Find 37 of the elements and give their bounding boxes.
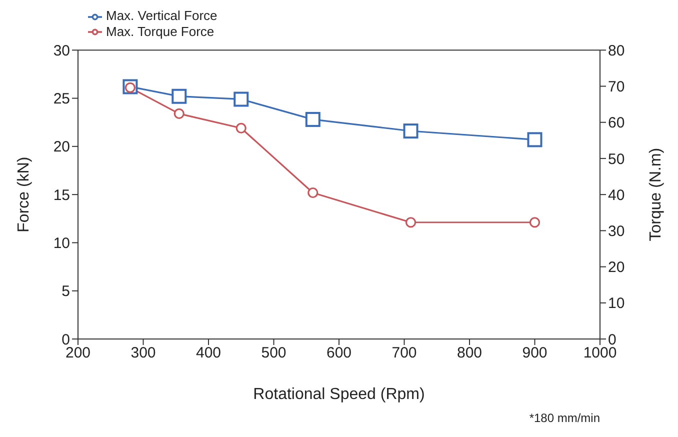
point bbox=[174, 108, 184, 119]
x-tick-label: 300 bbox=[130, 344, 156, 362]
x-tick-label: 700 bbox=[392, 344, 417, 362]
point bbox=[172, 88, 187, 104]
y-tick-label: 30 bbox=[53, 42, 70, 60]
legend-label: Max. Vertical Force bbox=[106, 8, 218, 23]
point bbox=[529, 217, 540, 228]
y2-tick-label: 20 bbox=[608, 259, 625, 276]
y2-axis-title: Torque (N.m) bbox=[648, 148, 665, 242]
point bbox=[308, 187, 318, 198]
point bbox=[305, 112, 320, 127]
y-axis-title: Force (kN) bbox=[16, 156, 33, 232]
legend-label: Max. Torque Force bbox=[106, 24, 214, 39]
x-tick-label: 900 bbox=[522, 344, 548, 362]
x-tick-label: 600 bbox=[326, 344, 352, 362]
point bbox=[403, 124, 418, 139]
point bbox=[527, 132, 542, 148]
y-tick-label: 20 bbox=[53, 138, 70, 156]
x-axis-title: Rotational Speed (Rpm) bbox=[253, 386, 425, 403]
y2-tick-label: 60 bbox=[608, 114, 625, 132]
y2-tick-label: 10 bbox=[608, 295, 625, 312]
x-tick-label: 400 bbox=[196, 344, 222, 362]
y-tick-label: 15 bbox=[53, 186, 70, 204]
point bbox=[234, 92, 249, 107]
y2-tick-label: 80 bbox=[608, 42, 625, 60]
point bbox=[236, 122, 246, 134]
y-tick-label: 10 bbox=[53, 235, 70, 252]
y2-tick-label: 30 bbox=[608, 222, 625, 240]
y2-tick-label: 40 bbox=[608, 186, 625, 204]
y-tick-label: 25 bbox=[53, 90, 70, 108]
y2-tick-label: 70 bbox=[608, 78, 625, 96]
text: *180 mm/min bbox=[529, 411, 600, 425]
y-tick-label: 5 bbox=[62, 283, 70, 300]
y2-tick-label: 50 bbox=[608, 150, 625, 168]
point bbox=[405, 217, 416, 228]
x-tick-label: 500 bbox=[261, 344, 286, 362]
x-tick-label: 800 bbox=[456, 344, 482, 362]
